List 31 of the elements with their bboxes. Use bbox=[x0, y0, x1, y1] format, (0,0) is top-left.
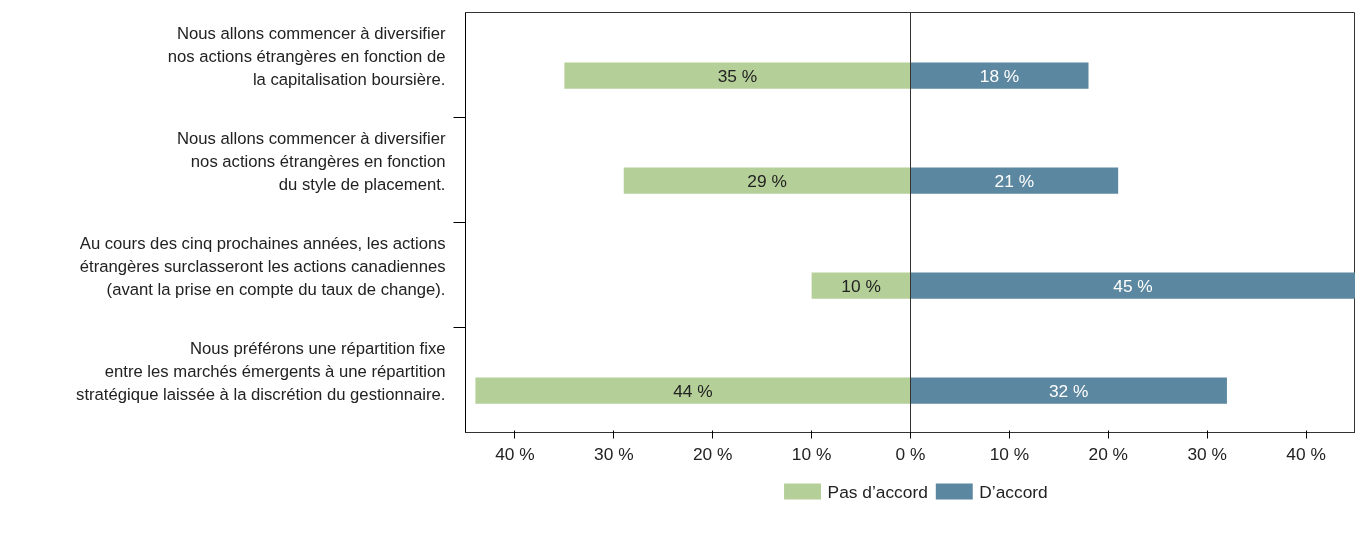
bar bbox=[910, 272, 1355, 299]
x-tick-label: 30 % bbox=[594, 443, 634, 464]
legend-label: D’accord bbox=[979, 481, 1048, 502]
y-tick-label: Nous allons commencer à diversifier nos actions étrangères en fonction de la capitalisation boursière. bbox=[167, 24, 446, 89]
x-tick-label: 10 % bbox=[989, 443, 1030, 464]
legend-label: Pas d’accord bbox=[827, 481, 928, 502]
bar bbox=[910, 167, 1119, 194]
bar bbox=[623, 167, 911, 194]
data-label: 35 % bbox=[717, 65, 758, 86]
bar bbox=[910, 377, 1227, 404]
data-label: 45 % bbox=[1113, 275, 1153, 296]
y-tick-label: Au cours des cinq prochaines années, les actions étrangères surclasseront les actions canadiennes (avant la prise en compte du taux de change). bbox=[79, 234, 446, 299]
x-tick-label: 20 % bbox=[692, 443, 733, 464]
x-tick-label: 0 % bbox=[895, 443, 926, 464]
x-tick-label: 30 % bbox=[1187, 443, 1227, 464]
bar bbox=[564, 62, 911, 89]
x-tick-label: 20 % bbox=[1088, 443, 1129, 464]
y-tick-label: Nous préférons une répartition fixe entre les marchés émergents à une répartition stratégique laissée à la discrétion du gestionnaire. bbox=[76, 339, 446, 404]
bar bbox=[811, 272, 911, 299]
bar bbox=[910, 62, 1089, 89]
data-label: 32 % bbox=[1048, 380, 1089, 401]
x-tick-label: 40 % bbox=[495, 443, 535, 464]
data-label: 10 % bbox=[841, 275, 881, 296]
data-label: 29 % bbox=[747, 170, 787, 191]
data-label: 18 % bbox=[979, 65, 1020, 86]
y-tick-label: Nous allons commencer à diversifier nos actions étrangères en fonction du style de placement. bbox=[177, 129, 446, 194]
bar bbox=[475, 377, 911, 404]
x-tick-label: 40 % bbox=[1286, 443, 1326, 464]
data-label: 21 % bbox=[994, 170, 1035, 191]
x-tick-label: 10 % bbox=[791, 443, 832, 464]
data-label: 44 % bbox=[673, 380, 713, 401]
